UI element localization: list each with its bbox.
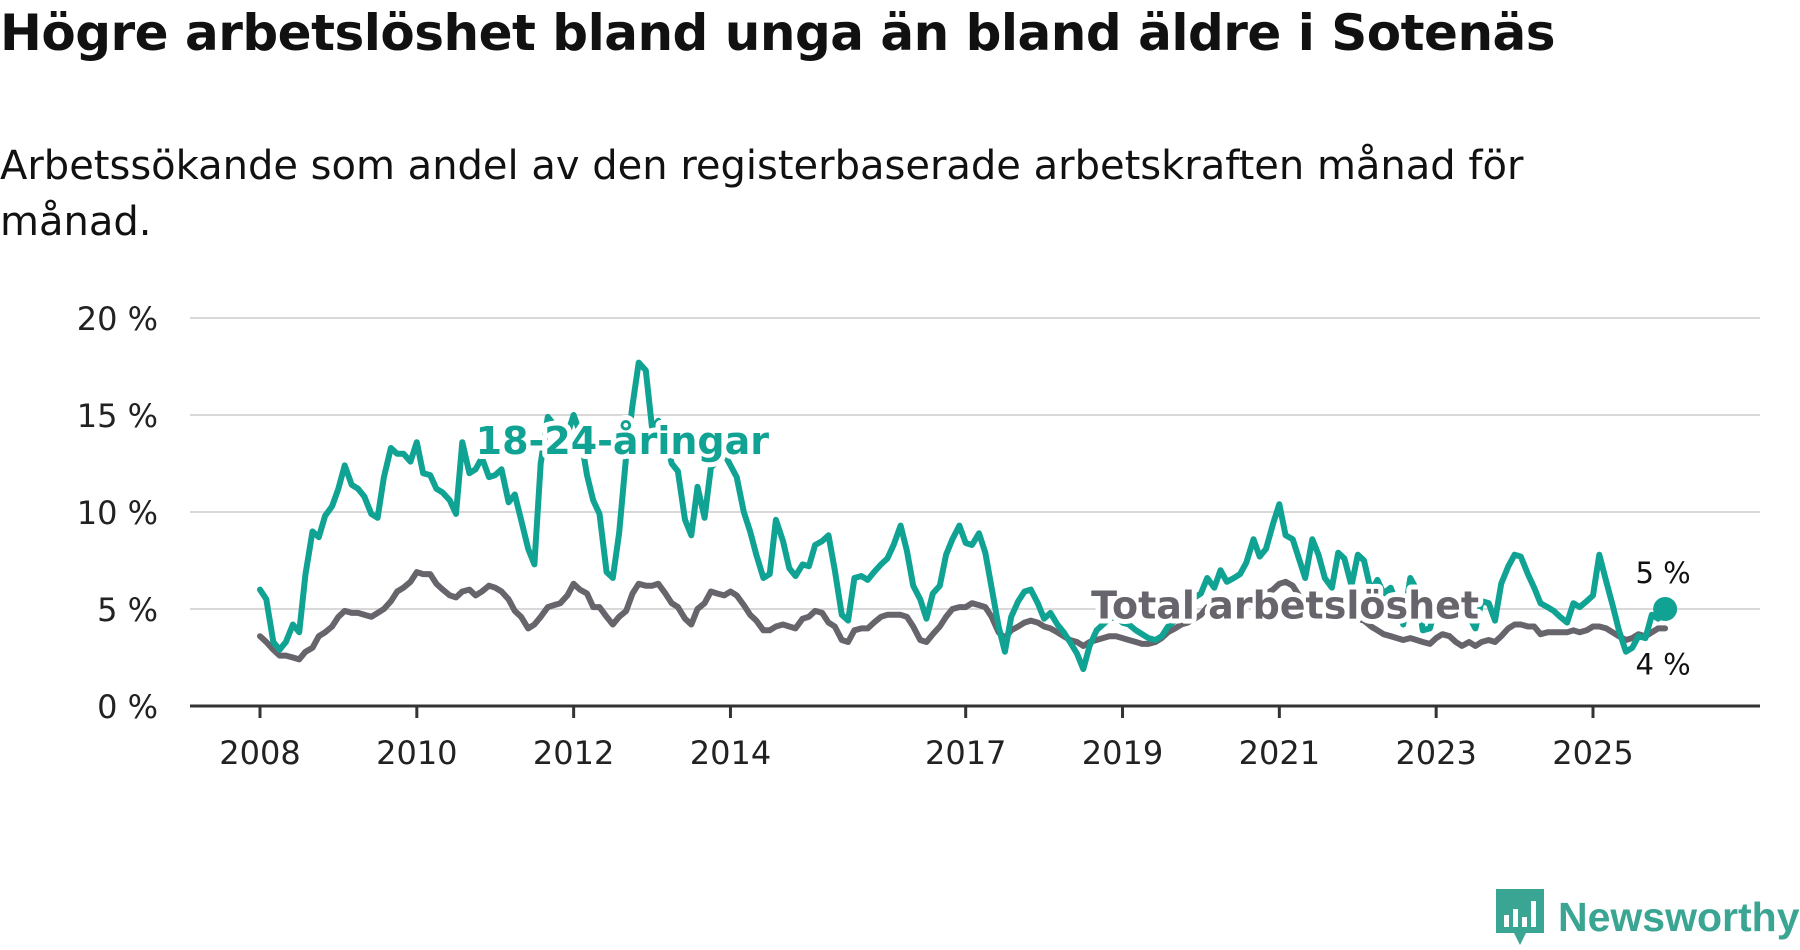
chart-title: Högre arbetslöshet bland unga än bland ä… bbox=[0, 4, 1556, 62]
newsworthy-logo: Newsworthy bbox=[1494, 884, 1800, 950]
y-tick-label: 20 % bbox=[77, 300, 158, 338]
x-tick-label: 2021 bbox=[1239, 734, 1320, 772]
end-point-marker bbox=[1653, 597, 1678, 621]
x-tick-label: 2019 bbox=[1082, 734, 1163, 772]
x-axis-ticks: 2008 2010 2012 2014 2017 2019 2021 2023 2025 bbox=[219, 706, 1634, 772]
x-tick-label: 2025 bbox=[1552, 734, 1633, 772]
x-tick-label: 2012 bbox=[533, 734, 614, 772]
series-label: 18-24-åringar bbox=[476, 419, 770, 463]
series-line-Total arbetslöshet bbox=[257, 569, 1669, 663]
end-value-label: 4 % bbox=[1636, 647, 1691, 681]
y-axis-tick-labels: 0 % 5 % 10 % 15 % 20 % bbox=[77, 300, 158, 726]
series-line-18-24-åringar bbox=[257, 359, 1669, 673]
series-labels: 18-24-åringar Total arbetslöshet 5 % 4 % bbox=[471, 414, 1695, 686]
bar-chart-logo-icon bbox=[1496, 889, 1544, 945]
y-tick-label: 5 % bbox=[97, 591, 158, 629]
x-tick-label: 2017 bbox=[925, 734, 1006, 772]
brand-name: Newsworthy bbox=[1558, 893, 1800, 940]
y-tick-label: 10 % bbox=[77, 494, 158, 532]
x-tick-label: 2008 bbox=[219, 734, 300, 772]
chart-subtitle: Arbetssökande som andel av den registerb… bbox=[0, 143, 1524, 245]
series-lines bbox=[257, 359, 1669, 673]
x-tick-label: 2014 bbox=[690, 734, 771, 772]
end-value-label: 5 % bbox=[1636, 556, 1691, 590]
y-tick-label: 0 % bbox=[97, 688, 158, 726]
y-tick-label: 15 % bbox=[77, 397, 158, 435]
x-tick-label: 2023 bbox=[1395, 734, 1476, 772]
x-tick-label: 2010 bbox=[376, 734, 457, 772]
series-label: Total arbetslöshet bbox=[1091, 584, 1479, 628]
